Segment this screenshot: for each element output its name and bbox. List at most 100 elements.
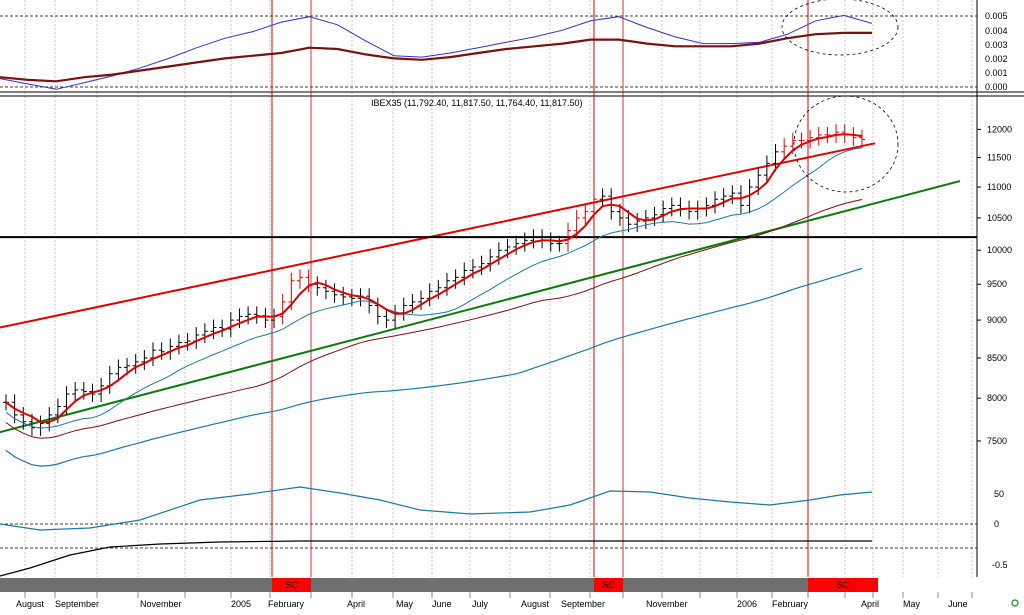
chart-title: IBEX35 (11,792.40, 11,817.50, 11,764.40,… — [371, 98, 583, 108]
price-bar — [149, 342, 156, 366]
highlight-ellipse — [793, 95, 899, 193]
lower-tick-label: -0.5 — [992, 560, 1008, 570]
price-tick-label: 9000 — [987, 315, 1007, 325]
price-bar — [340, 286, 347, 305]
x-axis-label: 2006 — [737, 599, 757, 609]
x-axis-label: February — [772, 599, 809, 609]
price-bar — [279, 294, 286, 325]
price-tick-label: 8000 — [987, 393, 1007, 403]
price-bar — [245, 306, 252, 325]
price-bar — [521, 232, 528, 252]
price-bar — [426, 283, 433, 307]
price-tick-label: 11000 — [987, 182, 1011, 192]
price-bar — [539, 229, 546, 249]
top-indicator-line — [0, 14, 873, 90]
sc-badge-bg — [594, 578, 623, 592]
price-bar — [383, 308, 390, 329]
top-tick-label: 0.001 — [985, 68, 1008, 78]
sc-badge-label: SC — [285, 580, 298, 590]
price-bar — [763, 155, 770, 184]
price-bar — [833, 124, 840, 143]
trend-line — [0, 142, 876, 329]
top-tick-label: 0.000 — [985, 82, 1008, 92]
price-bar — [227, 312, 234, 337]
x-axis-label: September — [561, 599, 605, 609]
top-tick-label: 0.002 — [985, 54, 1008, 64]
price-bar — [106, 365, 113, 394]
lower-tick-label: 50 — [994, 489, 1004, 499]
status-icon — [1011, 599, 1019, 607]
price-bar — [253, 306, 260, 324]
top-tick-label: 0.004 — [985, 26, 1008, 36]
sc-badge-bg — [808, 578, 878, 592]
price-bar — [452, 269, 459, 289]
price-bar — [158, 342, 165, 360]
price-bar — [772, 143, 779, 172]
top-indicator-line — [0, 31, 872, 83]
price-bar — [478, 255, 485, 276]
x-axis-label: November — [140, 599, 182, 609]
price-bar — [582, 203, 589, 226]
x-axis-label: November — [646, 599, 688, 609]
trend-line — [0, 180, 961, 434]
price-tick-label: 10000 — [987, 245, 1012, 255]
x-axis-label: August — [16, 599, 45, 609]
price-bar — [677, 197, 684, 217]
price-bar — [461, 262, 468, 286]
lower-indicator-panel — [0, 486, 873, 577]
price-bar — [625, 209, 632, 233]
top-tick-label: 0.005 — [985, 11, 1008, 21]
panel-borders — [0, 0, 1024, 577]
price-bar — [201, 323, 208, 343]
price-bar — [296, 269, 303, 289]
price-bar — [348, 289, 355, 307]
lower-indicator-line — [0, 540, 872, 577]
price-bar — [469, 259, 476, 279]
x-axis-label: February — [268, 599, 305, 609]
price-panel — [0, 95, 977, 467]
x-axis-label: 2005 — [231, 599, 251, 609]
price-bar — [219, 319, 226, 337]
sc-badge: SC — [808, 578, 878, 592]
price-bar — [210, 319, 217, 340]
sc-badge: SC — [594, 578, 623, 592]
price-bar — [167, 338, 174, 360]
price-bar — [115, 359, 122, 382]
price-bar — [443, 272, 450, 296]
price-bar — [262, 307, 269, 329]
x-axis-label: June — [432, 599, 452, 609]
price-bar — [374, 297, 381, 325]
moving-average-line — [5, 147, 863, 429]
moving-average-line — [5, 267, 863, 467]
price-bar — [599, 188, 606, 208]
price-bar — [859, 129, 865, 148]
price-bar — [132, 353, 139, 374]
moving-average-line — [5, 199, 863, 439]
price-bar — [720, 188, 727, 208]
price-bar — [487, 248, 494, 272]
x-axis-label: May — [396, 599, 414, 609]
price-bar — [824, 127, 831, 143]
price-bar — [850, 127, 857, 146]
price-bar — [815, 127, 822, 146]
price-bar — [513, 235, 520, 255]
price-tick-label: 9500 — [987, 279, 1007, 289]
price-bar — [668, 197, 675, 217]
highlight-ellipse — [781, 0, 899, 56]
top-tick-label: 0.003 — [985, 40, 1008, 50]
price-bar — [141, 350, 148, 370]
x-axis-label: June — [948, 599, 968, 609]
sc-badge-label: SC — [602, 580, 615, 590]
x-axis-label: May — [903, 599, 921, 609]
price-bar — [712, 191, 719, 214]
lower-tick-label: 0 — [994, 519, 999, 529]
x-axis-label: August — [521, 599, 550, 609]
x-axis-label: April — [861, 599, 879, 609]
sc-band — [0, 578, 977, 592]
price-bar — [660, 200, 667, 223]
price-bar — [729, 185, 736, 205]
price-tick-label: 11500 — [987, 153, 1011, 163]
x-axis-label: April — [347, 599, 365, 609]
price-bar — [781, 138, 788, 160]
